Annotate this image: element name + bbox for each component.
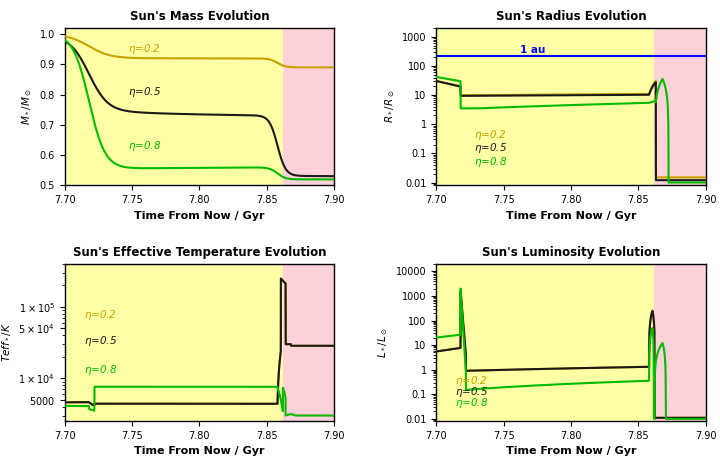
Text: $\eta$=0.5: $\eta$=0.5 [128, 85, 161, 99]
Text: $\eta$=0.8: $\eta$=0.8 [474, 155, 508, 169]
Text: $\eta$=0.2: $\eta$=0.2 [84, 308, 117, 322]
Text: $\eta$=0.2: $\eta$=0.2 [474, 127, 507, 141]
Bar [283, 264, 334, 421]
Text: $\eta$=0.8: $\eta$=0.8 [128, 139, 161, 153]
Y-axis label: $R_* /R_\odot$: $R_* /R_\odot$ [383, 90, 397, 124]
Bar [65, 264, 283, 421]
Y-axis label: $L_* /L_\odot$: $L_* /L_\odot$ [377, 327, 390, 358]
Title: Sun's Mass Evolution: Sun's Mass Evolution [130, 10, 269, 23]
X-axis label: Time From Now / Gyr: Time From Now / Gyr [505, 211, 636, 220]
Title: Sun's Luminosity Evolution: Sun's Luminosity Evolution [482, 246, 660, 259]
Text: 1 au: 1 au [520, 45, 545, 55]
Bar [436, 28, 654, 185]
Text: $\eta$=0.5: $\eta$=0.5 [474, 141, 508, 155]
Title: Sun's Radius Evolution: Sun's Radius Evolution [495, 10, 647, 23]
Text: $\eta$=0.2: $\eta$=0.2 [455, 374, 488, 388]
Bar [436, 264, 654, 421]
Bar [654, 264, 706, 421]
X-axis label: Time From Now / Gyr: Time From Now / Gyr [134, 211, 265, 220]
Y-axis label: $M_* /M_\odot$: $M_* /M_\odot$ [20, 88, 34, 125]
Text: $\eta$=0.8: $\eta$=0.8 [84, 363, 117, 377]
Text: $\eta$=0.5: $\eta$=0.5 [455, 385, 488, 399]
Bar [283, 28, 334, 185]
X-axis label: Time From Now / Gyr: Time From Now / Gyr [505, 446, 636, 456]
Text: $\eta$=0.2: $\eta$=0.2 [128, 42, 161, 56]
Text: $\eta$=0.5: $\eta$=0.5 [84, 334, 117, 348]
Bar [65, 28, 283, 185]
Bar [654, 28, 706, 185]
X-axis label: Time From Now / Gyr: Time From Now / Gyr [134, 446, 265, 456]
Title: Sun's Effective Temperature Evolution: Sun's Effective Temperature Evolution [73, 246, 326, 259]
Y-axis label: $Teff_* /K$: $Teff_* /K$ [1, 322, 13, 363]
Text: $\eta$=0.8: $\eta$=0.8 [455, 396, 488, 410]
